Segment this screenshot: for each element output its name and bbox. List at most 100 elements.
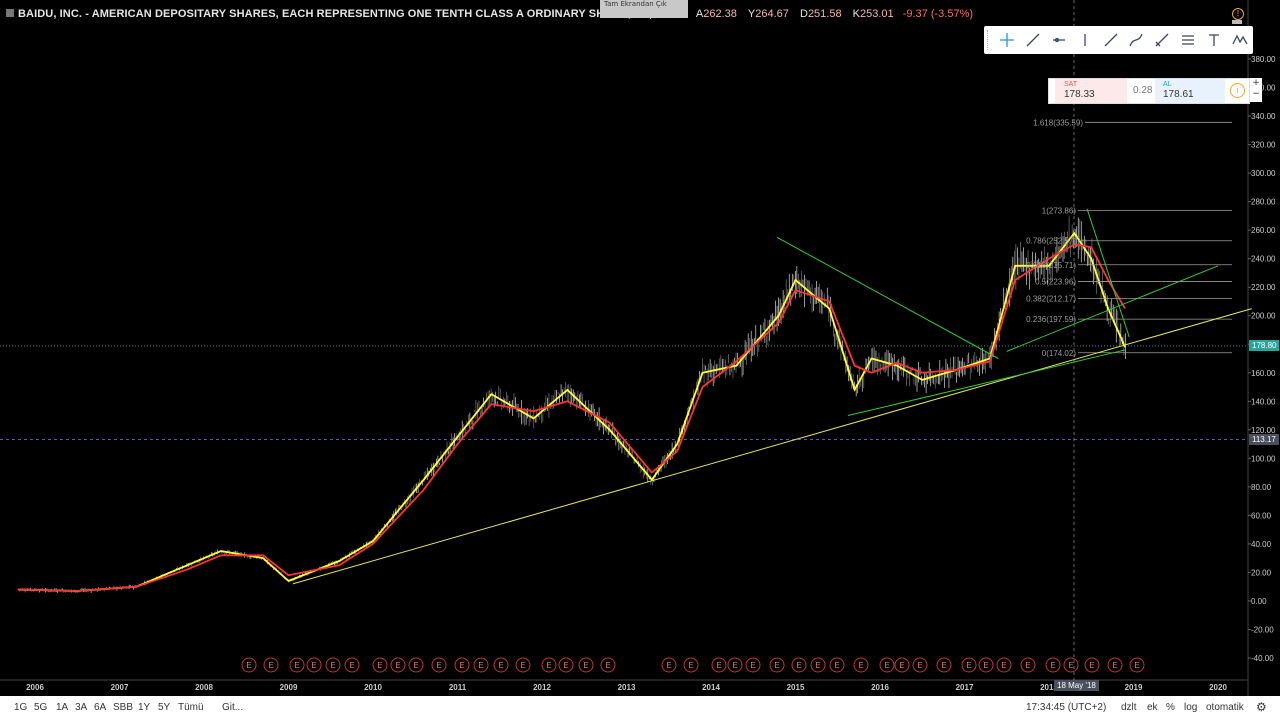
trend-line-icon[interactable]	[1020, 28, 1046, 52]
earnings-marker[interactable]: E	[879, 657, 895, 673]
earnings-marker[interactable]: E	[711, 657, 727, 673]
earnings-marker[interactable]: E	[541, 657, 557, 673]
earnings-marker[interactable]: E	[408, 657, 424, 673]
range-1y[interactable]: 1Y	[138, 702, 151, 713]
earnings-marker[interactable]: E	[1129, 657, 1145, 673]
earnings-marker[interactable]: E	[1020, 657, 1036, 673]
earnings-marker[interactable]: E	[961, 657, 977, 673]
earnings-marker[interactable]: E	[661, 657, 677, 673]
earnings-marker[interactable]: E	[769, 657, 785, 673]
earnings-marker[interactable]: E	[600, 657, 616, 673]
earnings-marker[interactable]: E	[894, 657, 910, 673]
earnings-marker[interactable]: E	[853, 657, 869, 673]
svg-text:E: E	[941, 661, 946, 670]
elliott-icon[interactable]	[1227, 28, 1253, 52]
svg-text:E: E	[1068, 661, 1073, 670]
scroll-handle[interactable]	[1232, 20, 1242, 24]
extended-toggle[interactable]: ek	[1147, 702, 1158, 713]
brush-icon[interactable]	[1149, 28, 1175, 52]
earnings-marker[interactable]: E	[683, 657, 699, 673]
earnings-marker[interactable]: E	[431, 657, 447, 673]
earnings-marker[interactable]: E	[241, 657, 257, 673]
earnings-marker[interactable]: E	[493, 657, 509, 673]
auto-toggle[interactable]: otomatik	[1206, 702, 1244, 713]
earnings-marker[interactable]: E	[1084, 657, 1100, 673]
range-ytd[interactable]: SBB	[113, 702, 134, 713]
goto-button[interactable]: Git...	[222, 702, 244, 713]
collapse-icon[interactable]	[6, 9, 14, 17]
adjust-toggle[interactable]: dzlt	[1121, 702, 1137, 713]
info-icon[interactable]: i	[1230, 83, 1245, 98]
fib-lines-icon[interactable]	[1175, 28, 1201, 52]
svg-text:E: E	[377, 661, 382, 670]
text-icon[interactable]	[1201, 28, 1227, 52]
svg-text:E: E	[246, 661, 251, 670]
earnings-marker[interactable]: E	[912, 657, 928, 673]
earnings-marker[interactable]: E	[289, 657, 305, 673]
sell-price: 178.33	[1064, 89, 1095, 100]
earnings-marker[interactable]: E	[996, 657, 1012, 673]
range-all[interactable]: Tümü	[178, 702, 204, 713]
svg-text:E: E	[716, 661, 721, 670]
earnings-marker[interactable]: E	[978, 657, 994, 673]
earnings-marker[interactable]: E	[263, 657, 279, 673]
quantity-stepper[interactable]: + −	[1250, 78, 1262, 102]
ray-icon[interactable]	[1098, 28, 1124, 52]
earnings-marker[interactable]: E	[344, 657, 360, 673]
sell-button[interactable]	[1055, 79, 1127, 103]
earnings-marker[interactable]: E	[810, 657, 826, 673]
earnings-marker[interactable]: E	[1107, 657, 1123, 673]
earnings-marker[interactable]: E	[727, 657, 743, 673]
range-6m[interactable]: 6A	[94, 702, 107, 713]
earnings-marker[interactable]: E	[829, 657, 845, 673]
range-5y[interactable]: 5Y	[158, 702, 171, 713]
channel-trendline[interactable]	[1006, 265, 1219, 352]
drag-handle-icon[interactable]	[987, 30, 994, 50]
y-tick-label: -40.00	[1251, 654, 1274, 663]
fib-level-label: 0.786(252.57)	[1026, 237, 1076, 246]
triangle-lower-trendline[interactable]	[847, 349, 1126, 417]
earnings-marker[interactable]: E	[325, 657, 341, 673]
earnings-marker[interactable]: E	[473, 657, 489, 673]
crosshair-icon[interactable]	[994, 28, 1020, 52]
svg-text:E: E	[732, 661, 737, 670]
svg-text:E: E	[917, 661, 922, 670]
log-toggle[interactable]: log	[1184, 702, 1198, 713]
long-support-trendline[interactable]	[292, 308, 1252, 585]
exit-fullscreen-tooltip[interactable]: Tam Ekrandan Çık	[600, 0, 688, 18]
decrease-button[interactable]: −	[1252, 89, 1260, 99]
svg-text:E: E	[815, 661, 820, 670]
earnings-marker[interactable]: E	[791, 657, 807, 673]
earnings-marker[interactable]: E	[1063, 657, 1079, 673]
earnings-marker[interactable]: E	[745, 657, 761, 673]
triangle-upper-trendline[interactable]	[776, 236, 999, 359]
earnings-marker[interactable]: E	[454, 657, 470, 673]
settings-icon[interactable]: ⚙	[1256, 700, 1267, 714]
earnings-marker[interactable]: E	[372, 657, 388, 673]
open-value: 262.38	[703, 8, 737, 20]
buy-button[interactable]	[1155, 79, 1225, 103]
svg-text:E: E	[294, 661, 299, 670]
y-tick-label: 340.00	[1251, 112, 1276, 121]
range-1m[interactable]: 1A	[56, 702, 69, 713]
range-1d[interactable]: 1G	[14, 702, 28, 713]
earnings-marker[interactable]: E	[306, 657, 322, 673]
range-3m[interactable]: 3A	[75, 702, 88, 713]
earnings-marker[interactable]: E	[558, 657, 574, 673]
curve-icon[interactable]	[1124, 28, 1150, 52]
svg-text:E: E	[546, 661, 551, 670]
earnings-marker[interactable]: E	[1045, 657, 1061, 673]
clock[interactable]: 17:34:45 (UTC+2)	[1026, 702, 1107, 713]
range-5d[interactable]: 5G	[34, 702, 48, 713]
earnings-marker[interactable]: E	[936, 657, 952, 673]
vertical-line-icon[interactable]	[1072, 28, 1098, 52]
earnings-marker[interactable]: E	[578, 657, 594, 673]
earnings-marker[interactable]: E	[515, 657, 531, 673]
horizontal-ray-icon[interactable]	[1046, 28, 1072, 52]
earnings-marker[interactable]: E	[390, 657, 406, 673]
downtrend-line[interactable]	[1086, 208, 1130, 338]
alert-icon[interactable]: !	[1232, 8, 1244, 20]
percent-toggle[interactable]: %	[1166, 702, 1175, 713]
increase-button[interactable]: +	[1252, 78, 1260, 88]
